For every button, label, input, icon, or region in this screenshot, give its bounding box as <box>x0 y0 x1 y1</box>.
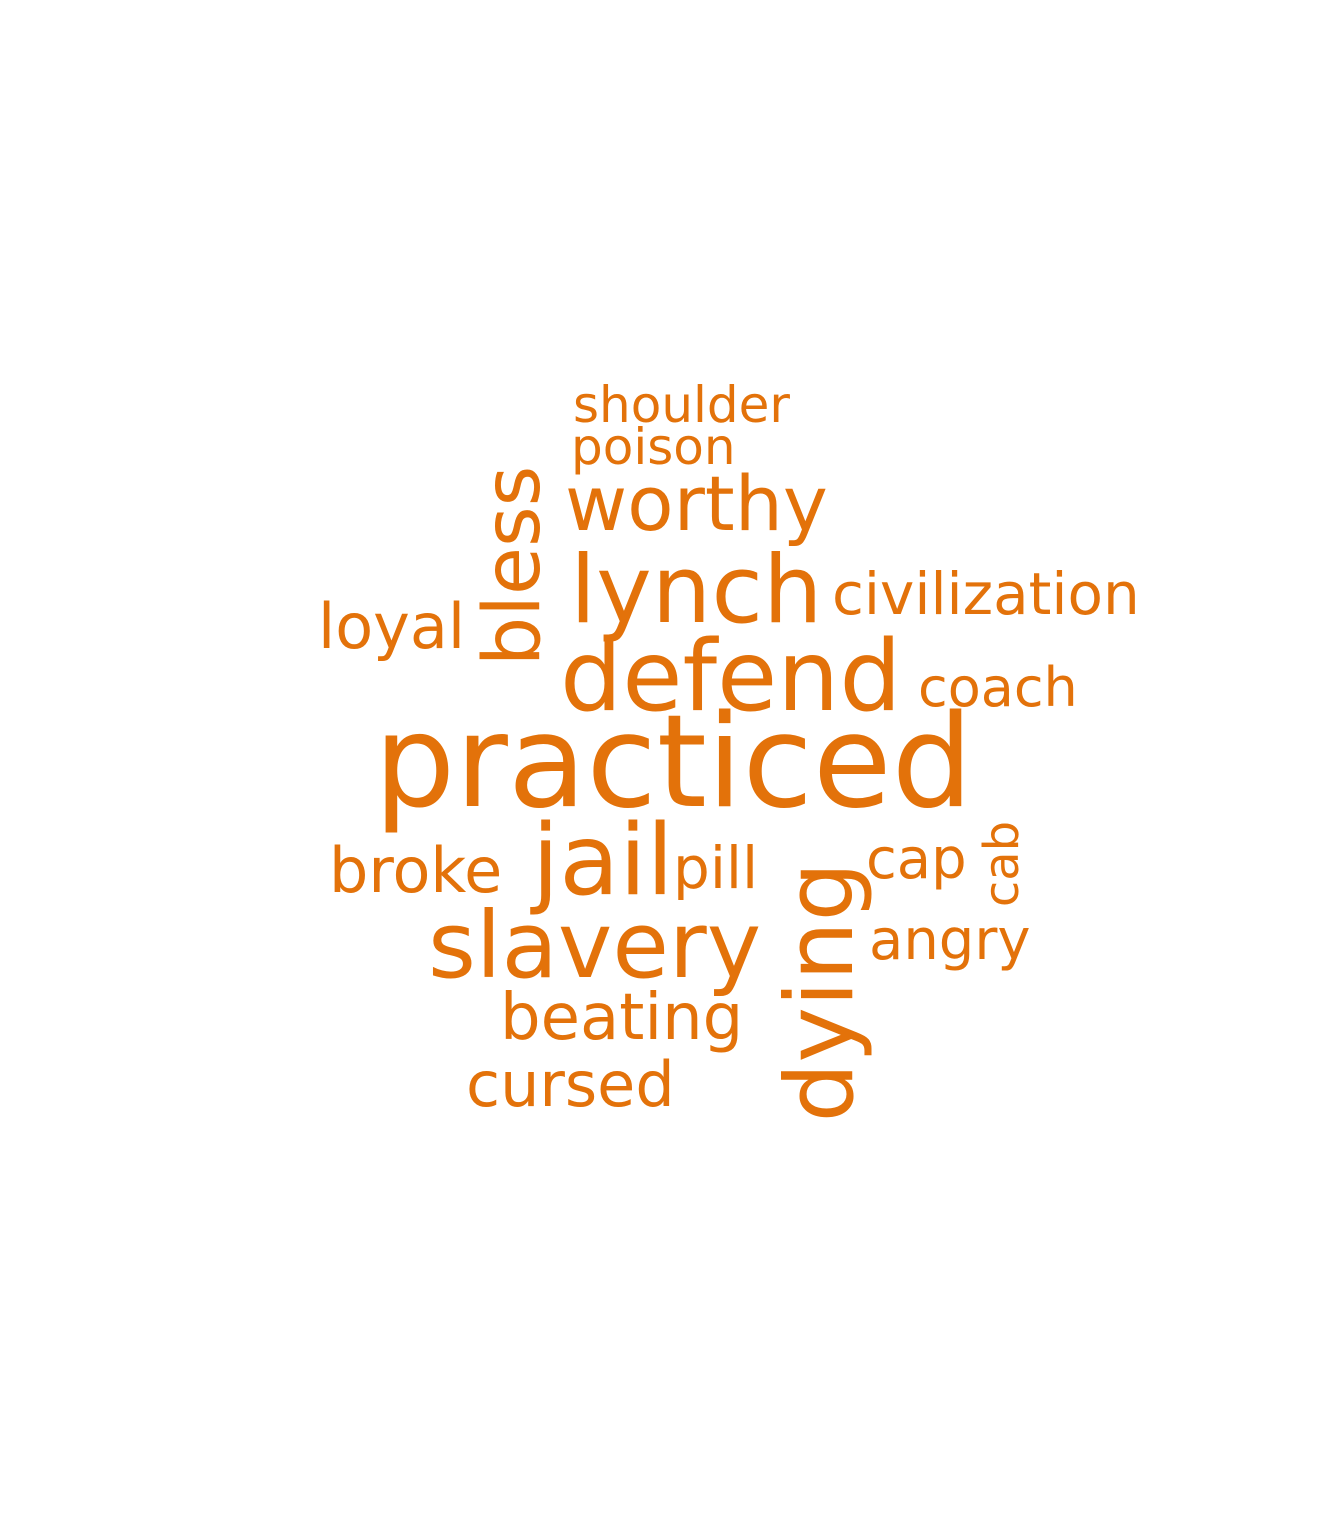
word-poison: poison <box>571 418 736 476</box>
word-broke: broke <box>329 834 503 907</box>
word-beating: beating <box>500 981 744 1055</box>
word-cap: cap <box>866 827 967 892</box>
word-cab: cab <box>974 820 1030 908</box>
word-loyal: loyal <box>318 590 466 663</box>
word-worthy: worthy <box>565 459 828 548</box>
word-defend: defend <box>560 620 902 734</box>
word-dying: dying <box>766 861 875 1123</box>
word-practiced: practiced <box>374 688 973 837</box>
word-bless: bless <box>468 465 558 667</box>
word-slavery: slavery <box>428 892 762 999</box>
word-shoulder: shoulder <box>573 376 790 434</box>
word-jail: jail <box>532 804 674 918</box>
word-cursed: cursed <box>466 1048 675 1121</box>
word-angry: angry <box>869 908 1031 973</box>
word-pill: pill <box>673 834 759 902</box>
word-civilization: civilization <box>832 560 1140 628</box>
word-lynch: lynch <box>570 536 823 645</box>
word-coach: coach <box>918 656 1078 719</box>
